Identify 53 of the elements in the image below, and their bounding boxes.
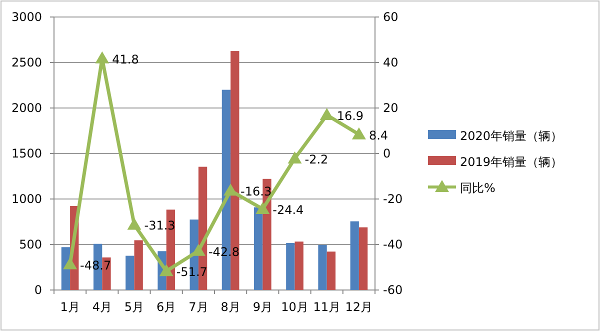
bar: [294, 242, 304, 290]
data-label: -48.7: [80, 258, 112, 272]
y-tick-label: 2000: [11, 101, 42, 115]
data-label: -51.7: [176, 265, 208, 280]
data-label: -2.2: [304, 152, 328, 167]
x-tick-label: 12月: [345, 300, 373, 314]
data-label: 41.8: [112, 52, 139, 66]
bar: [358, 227, 368, 290]
x-tick-label: 10月: [281, 300, 308, 314]
x-tick-label: 5月: [124, 300, 144, 314]
x-tick-label: 8月: [220, 300, 240, 314]
y2-tick-label: -40: [383, 238, 403, 252]
x-tick-label: 11月: [313, 300, 340, 314]
y2-tick-label: 40: [383, 56, 398, 70]
bar: [254, 207, 263, 290]
y-tick-label: 2500: [11, 56, 42, 70]
y2-tick-label: 60: [383, 10, 398, 24]
point: [127, 218, 142, 230]
x-tick-label: 4月: [92, 300, 112, 314]
bar: [326, 252, 336, 290]
point: [288, 152, 302, 164]
y-tick-label: 3000: [11, 10, 42, 24]
bar: [134, 240, 143, 290]
x-tick-label: 1月: [60, 300, 80, 314]
point: [224, 184, 238, 196]
y2-tick-label: 0: [383, 146, 391, 160]
point: [159, 264, 174, 276]
y-tick-label: 1000: [11, 192, 42, 206]
legend-label: 同比%: [460, 181, 496, 195]
bar: [318, 244, 327, 290]
y-tick-label: 0: [34, 283, 42, 297]
data-label: 16.9: [336, 109, 364, 124]
point: [256, 202, 270, 214]
x-tick-label: 9月: [252, 300, 272, 314]
bar: [350, 221, 359, 290]
x-tick-label: 6月: [156, 300, 176, 314]
point: [352, 127, 366, 140]
y-tick-label: 1500: [11, 146, 42, 160]
data-label: -42.8: [208, 244, 240, 259]
y2-tick-label: -60: [383, 283, 403, 297]
point: [63, 257, 78, 270]
data-label: -24.4: [272, 203, 304, 218]
x-tick-label: 7月: [188, 300, 208, 314]
legend-label: 2019年销量（辆）: [460, 155, 563, 169]
legend-label: 2020年销量（辆）: [460, 129, 563, 143]
y-tick-label: 500: [19, 238, 42, 252]
y2-tick-label: 20: [383, 101, 398, 115]
bar: [126, 256, 134, 290]
y2-tick-label: -20: [383, 192, 403, 206]
data-label: 8.4: [368, 128, 388, 142]
point: [320, 108, 334, 120]
point: [95, 51, 110, 64]
bar: [286, 242, 295, 290]
